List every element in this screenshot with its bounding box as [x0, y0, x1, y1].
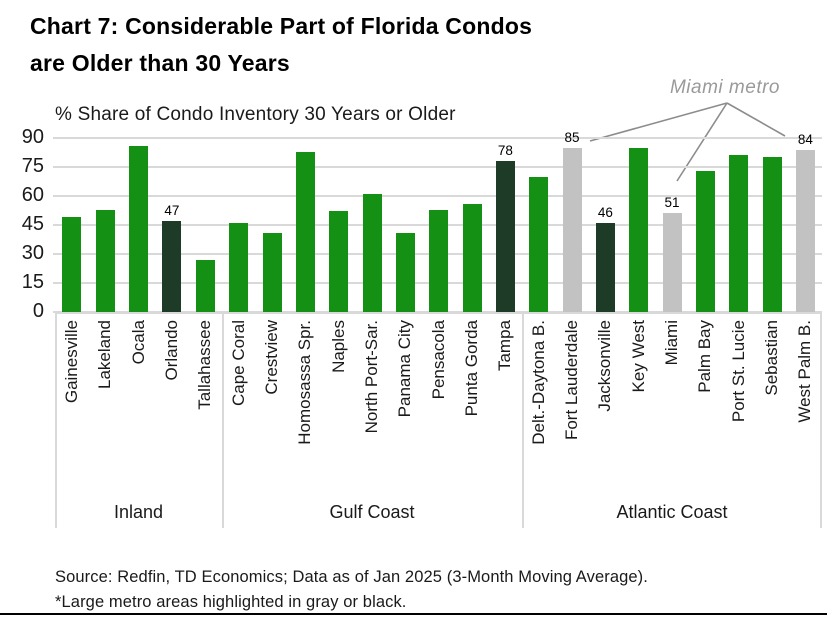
chart-title: Chart 7: Considerable Part of Florida Co… [30, 8, 650, 82]
x-axis-label: Palm Bay [695, 320, 715, 393]
x-axis-label: Cape Coral [228, 320, 248, 406]
x-axis-label: Sebastian [762, 320, 781, 396]
x-axis-label: Port St. Lucie [728, 320, 748, 423]
gridline [53, 195, 822, 197]
x-axis-label: Fort Lauderdale [562, 320, 581, 441]
x-axis-label: Homosassa Spr. [295, 320, 315, 445]
bar [695, 170, 715, 312]
x-axis-label: Tallahassee [195, 320, 215, 410]
bar-value-label: 47 [164, 203, 180, 219]
x-axis-label: Miami [662, 320, 681, 366]
bar [729, 155, 749, 312]
y-axis-tick: 60 [21, 184, 44, 206]
bar [762, 157, 782, 312]
x-axis-label: Orlando [161, 320, 181, 381]
bar [229, 223, 249, 312]
x-axis-label: Pensacola [428, 320, 448, 400]
bar [429, 209, 449, 312]
bar [562, 147, 582, 312]
x-axis-label: Crestview [262, 320, 281, 395]
bar [629, 147, 649, 312]
group-box [522, 312, 822, 528]
y-axis-tick: 75 [21, 155, 44, 177]
x-axis-label: Delt.-Daytona B. [528, 320, 548, 445]
bar-value-label: 51 [664, 195, 680, 211]
group-label: Gulf Coast [329, 502, 415, 522]
bar [62, 217, 82, 312]
chart-title-line1: Chart 7: Considerable Part of Florida Co… [30, 13, 533, 39]
source-line: Source: Redfin, TD Economics; Data as of… [55, 568, 648, 586]
chart-title-line2: are Older than 30 Years [30, 50, 290, 76]
bar [662, 213, 682, 312]
x-axis-label: Punta Gorda [462, 320, 481, 417]
bar [362, 194, 382, 312]
footnote-line: *Large metro areas highlighted in gray o… [55, 593, 407, 611]
bar [529, 176, 549, 312]
bar [95, 209, 115, 312]
y-axis-tick: 30 [21, 242, 44, 264]
bar-value-label: 46 [597, 205, 613, 221]
bar [795, 149, 815, 312]
x-axis-label: Lakeland [95, 320, 115, 390]
group-label: Inland [113, 502, 164, 522]
bar [195, 259, 215, 312]
x-axis-label: Key West [628, 320, 648, 393]
bottom-divider [0, 613, 827, 615]
bar [295, 151, 315, 312]
x-axis-label: Jacksonville [595, 320, 615, 412]
y-axis-tick: 45 [21, 213, 44, 235]
bar [495, 161, 515, 312]
source-note: Source: Redfin, TD Economics; Data as of… [55, 565, 648, 615]
bar [329, 211, 349, 312]
group-box [222, 312, 522, 528]
bar-value-label: 78 [497, 143, 513, 159]
bar-value-label: 84 [797, 131, 813, 147]
bar [262, 232, 282, 312]
y-axis-tick: 0 [32, 300, 44, 322]
x-axis-label: North Port-Sar. [362, 320, 381, 434]
chart-subtitle: % Share of Condo Inventory 30 Years or O… [55, 104, 456, 125]
bar [129, 145, 148, 312]
group-box [55, 312, 222, 528]
bar [395, 232, 415, 312]
x-axis-label: West Palm B. [795, 320, 815, 423]
x-axis-label: Gainesville [61, 320, 81, 404]
bar [595, 223, 615, 312]
gridline [53, 166, 822, 168]
x-axis-label: Naples [328, 320, 348, 373]
gridline [53, 137, 822, 139]
x-axis-label: Panama City [395, 320, 415, 418]
x-axis-label: Ocala [128, 320, 148, 365]
group-label: Atlantic Coast [616, 502, 728, 522]
y-axis-tick: 90 [21, 126, 44, 148]
bar-value-label: 85 [564, 129, 580, 145]
bar [162, 221, 182, 312]
miami-metro-annotation: Miami metro [669, 77, 780, 98]
x-axis-label: Tampa [495, 320, 515, 372]
y-axis-tick: 15 [21, 271, 44, 293]
bar [462, 203, 482, 312]
